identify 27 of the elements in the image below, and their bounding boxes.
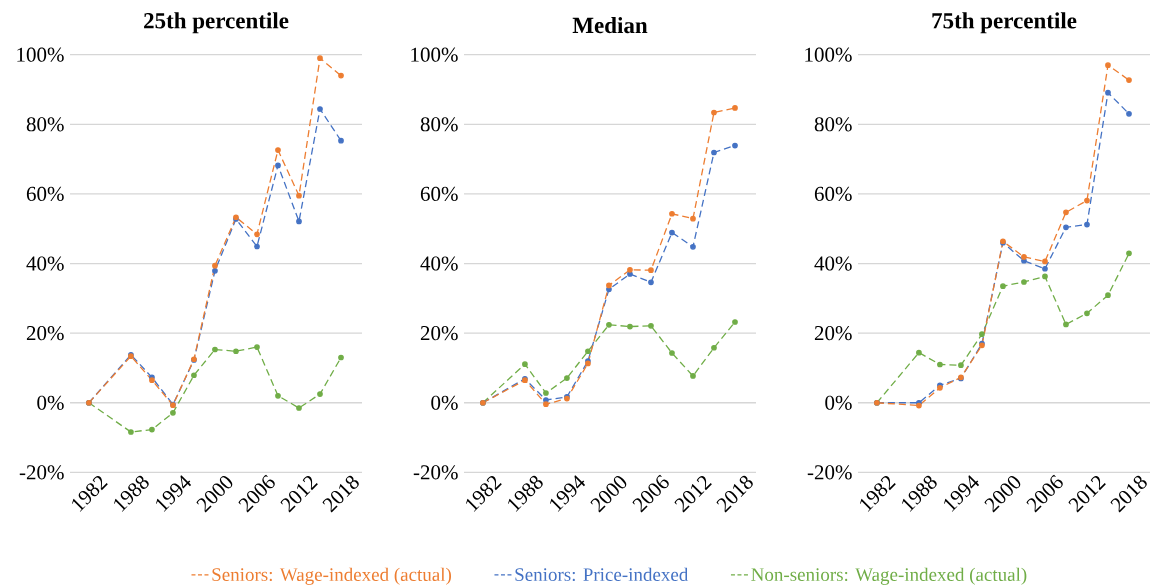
y-tick-label: 60% — [420, 186, 458, 202]
y-tick-label: 20% — [420, 326, 458, 341]
legend-label: Seniors: Price-indexed — [515, 567, 689, 582]
y-tick-label: 80% — [814, 117, 852, 132]
y-tick-label: 0% — [431, 395, 458, 410]
y-tick-label: 80% — [420, 117, 458, 132]
y-tick-label: -20% — [19, 465, 64, 480]
y-tick-label: 20% — [26, 326, 64, 341]
legend-label: Seniors: Wage-indexed (actual) — [212, 567, 452, 585]
chart-title: 25th percentile — [144, 12, 289, 34]
chart-title: 75th percentile — [932, 12, 1077, 34]
y-tick-label: 40% — [420, 256, 458, 271]
y-tick-label: -20% — [413, 465, 458, 480]
y-tick-label: 0% — [825, 395, 852, 410]
chart-title: Median — [572, 16, 648, 34]
y-tick-label: 100% — [17, 47, 64, 62]
y-tick-label: 100% — [805, 47, 852, 62]
y-tick-label: 60% — [26, 186, 64, 202]
y-tick-label: 40% — [26, 256, 64, 271]
y-tick-label: 100% — [411, 47, 458, 62]
legend-label: Non-seniors: Wage-indexed (actual) — [751, 567, 1027, 585]
y-tick-label: 40% — [814, 256, 852, 271]
y-tick-label: -20% — [807, 465, 852, 480]
y-tick-label: 60% — [814, 186, 852, 202]
y-tick-label: 20% — [814, 326, 852, 341]
y-tick-label: 0% — [37, 395, 64, 410]
y-tick-label: 80% — [26, 117, 64, 132]
